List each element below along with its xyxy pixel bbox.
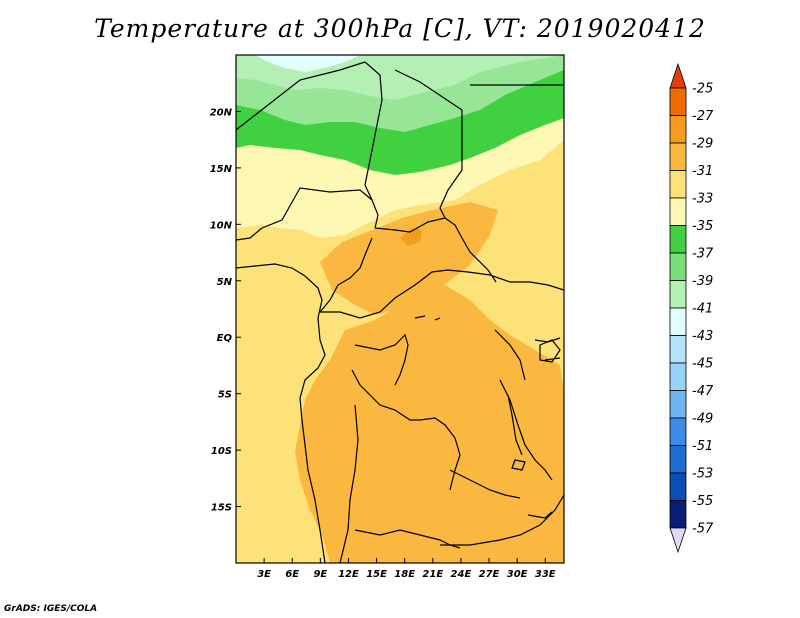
- country-borders: [236, 61, 564, 563]
- colorbar-swatch: [669, 197, 687, 226]
- colorbar-label: -49: [692, 412, 713, 427]
- colorbar-swatch: [669, 252, 687, 281]
- colorbar-label: -29: [692, 137, 713, 152]
- colorbar-swatch: [669, 417, 687, 446]
- lon-tick-label: 6E: [285, 569, 299, 580]
- lon-tick-label: 15E: [366, 569, 387, 580]
- colorbar: -25 -27 -29 -31 -33 -35 -37 -39 -41 -43 -45 -47 -49 -…: [669, 62, 714, 554]
- map-frame: [235, 54, 565, 564]
- colorbar-label: -39: [692, 274, 713, 289]
- lon-tick-label: 3E: [257, 569, 271, 580]
- colorbar-swatch: [669, 390, 687, 419]
- colorbar-swatch: [669, 87, 687, 116]
- colorbar-label: -45: [692, 357, 713, 372]
- lon-tick-label: 33E: [535, 569, 556, 580]
- temp-fill-m29: [400, 228, 422, 246]
- lake-outlines: [414, 315, 561, 519]
- lat-tick-label: 5S: [218, 390, 232, 401]
- lat-tick-label: 5N: [217, 277, 233, 288]
- lon-tick-label: 21E: [422, 569, 443, 580]
- lon-tick-label: 27E: [479, 569, 500, 580]
- lat-tick-label: 20N: [210, 107, 233, 118]
- temp-fill-m31: [320, 202, 498, 315]
- colorbar-label: -51: [692, 439, 713, 454]
- colorbar-label: -53: [692, 467, 713, 482]
- lon-tick-label: 12E: [338, 569, 359, 580]
- colorbar-swatch: [669, 142, 687, 171]
- lon-tick-label: 18E: [394, 569, 415, 580]
- lat-tick-label: EQ: [217, 333, 233, 344]
- colorbar-label: -25: [692, 82, 713, 97]
- colorbar-swatch: [669, 362, 687, 391]
- lon-tick-label: 9E: [313, 569, 327, 580]
- colorbar-bottom-arrow: [669, 527, 687, 554]
- grads-credit: GrADS: IGES/COLA: [4, 604, 98, 614]
- colorbar-label: -31: [692, 164, 713, 179]
- lat-tick-label: 10S: [211, 446, 232, 457]
- temp-fill-m31: [295, 285, 564, 563]
- lat-tick-label: 15N: [210, 164, 233, 175]
- colorbar-label: -47: [692, 384, 714, 399]
- colorbar-label: -55: [692, 494, 713, 509]
- colorbar-swatch: [669, 500, 687, 529]
- colorbar-label: -43: [692, 329, 713, 344]
- lat-tick-label: 10N: [210, 220, 233, 231]
- colorbar-swatch: [669, 280, 687, 309]
- colorbar-label: -27: [692, 109, 714, 124]
- longitude-axis: 3E 6E 9E 12E 15E 18E 21E 24E 27E 30E 33E: [257, 558, 556, 580]
- map-title: Temperature at 300hPa [C], VT: 201902041…: [94, 14, 706, 43]
- colorbar-label: -37: [692, 247, 714, 262]
- temp-fill-m43: [255, 55, 360, 72]
- lon-tick-label: 30E: [507, 569, 528, 580]
- colorbar-top-arrow: [669, 62, 687, 89]
- colorbar-swatch: [669, 335, 687, 364]
- colorbar-swatch: [669, 307, 687, 336]
- colorbar-swatch: [669, 472, 687, 501]
- latitude-axis: 20N 15N 10N 5N EQ 5S 10S 15S: [210, 107, 241, 514]
- colorbar-label: -35: [692, 219, 713, 234]
- colorbar-label: -41: [692, 302, 713, 317]
- colorbar-label: -33: [692, 192, 713, 207]
- colorbar-label: -57: [692, 522, 714, 537]
- colorbar-swatch: [669, 225, 687, 254]
- lon-tick-label: 24E: [451, 569, 472, 580]
- lat-tick-label: 15S: [211, 503, 232, 514]
- colorbar-swatch: [669, 115, 687, 144]
- colorbar-swatch: [669, 170, 687, 199]
- colorbar-swatch: [669, 445, 687, 474]
